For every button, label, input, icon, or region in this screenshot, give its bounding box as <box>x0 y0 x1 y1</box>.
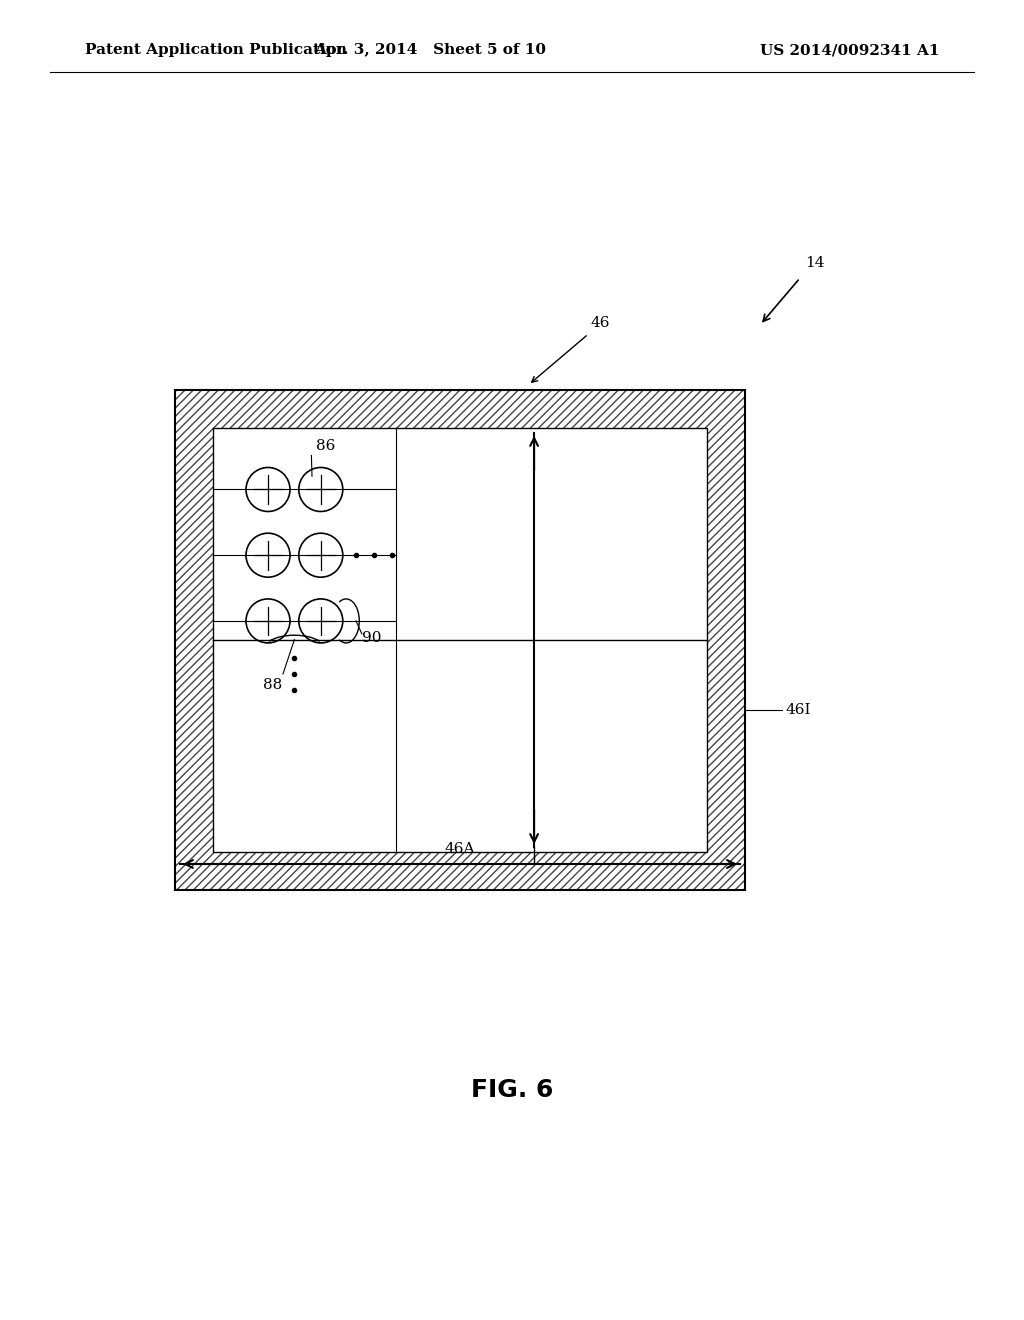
Text: Patent Application Publication: Patent Application Publication <box>85 44 347 57</box>
Bar <box>175 389 745 428</box>
Text: 14: 14 <box>805 256 824 271</box>
Bar <box>213 428 707 851</box>
Bar <box>175 389 213 890</box>
Text: Apr. 3, 2014   Sheet 5 of 10: Apr. 3, 2014 Sheet 5 of 10 <box>314 44 546 57</box>
Text: US 2014/0092341 A1: US 2014/0092341 A1 <box>761 44 940 57</box>
Text: 88: 88 <box>263 678 283 692</box>
Bar <box>175 851 745 890</box>
Text: 46I: 46I <box>785 704 811 717</box>
Text: 46A: 46A <box>444 842 475 855</box>
Bar <box>707 389 745 890</box>
Text: 46: 46 <box>591 315 610 330</box>
Text: FIG. 6: FIG. 6 <box>471 1078 553 1102</box>
Text: 86: 86 <box>316 440 336 454</box>
Bar <box>175 389 745 890</box>
Text: 90: 90 <box>361 631 381 644</box>
